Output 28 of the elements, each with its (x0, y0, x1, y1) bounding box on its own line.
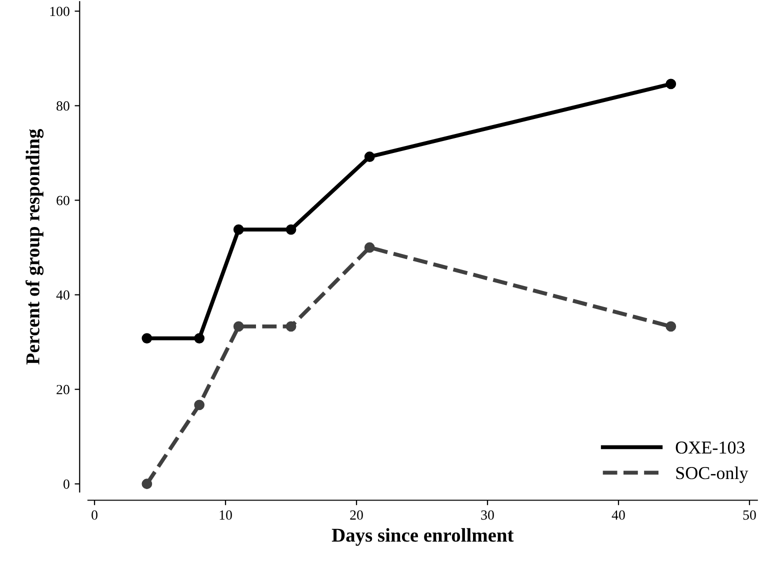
point (364, 152, 375, 162)
point (286, 321, 296, 332)
point (194, 333, 205, 344)
point (233, 224, 244, 235)
point (233, 321, 244, 332)
x-tick-label: 30 (481, 510, 494, 520)
y-tick-label: 40 (56, 290, 70, 300)
y-tick-label: 20 (56, 384, 70, 394)
y-tick-label: 80 (56, 101, 70, 111)
point (142, 478, 152, 490)
y-tick-label: 0 (64, 479, 70, 489)
point (286, 224, 296, 235)
point (666, 78, 676, 90)
x-tick-label: 40 (612, 510, 625, 520)
y-tick-label: 60 (56, 196, 70, 206)
x-axis-title: Days since enrollment (332, 528, 514, 546)
y-axis-title: Percent of group responding (26, 128, 44, 365)
x-tick-label: 50 (743, 510, 756, 520)
point (142, 333, 152, 344)
legend-label: OXE-103 (676, 441, 745, 454)
y-tick-label: 100 (50, 6, 70, 16)
point (364, 242, 375, 253)
point (666, 321, 676, 332)
x-tick-label: 0 (92, 510, 98, 520)
x-tick-label: 20 (350, 510, 363, 520)
point (194, 400, 205, 410)
legend-label: SOC-only (676, 466, 748, 483)
x-tick-label: 10 (220, 510, 232, 520)
